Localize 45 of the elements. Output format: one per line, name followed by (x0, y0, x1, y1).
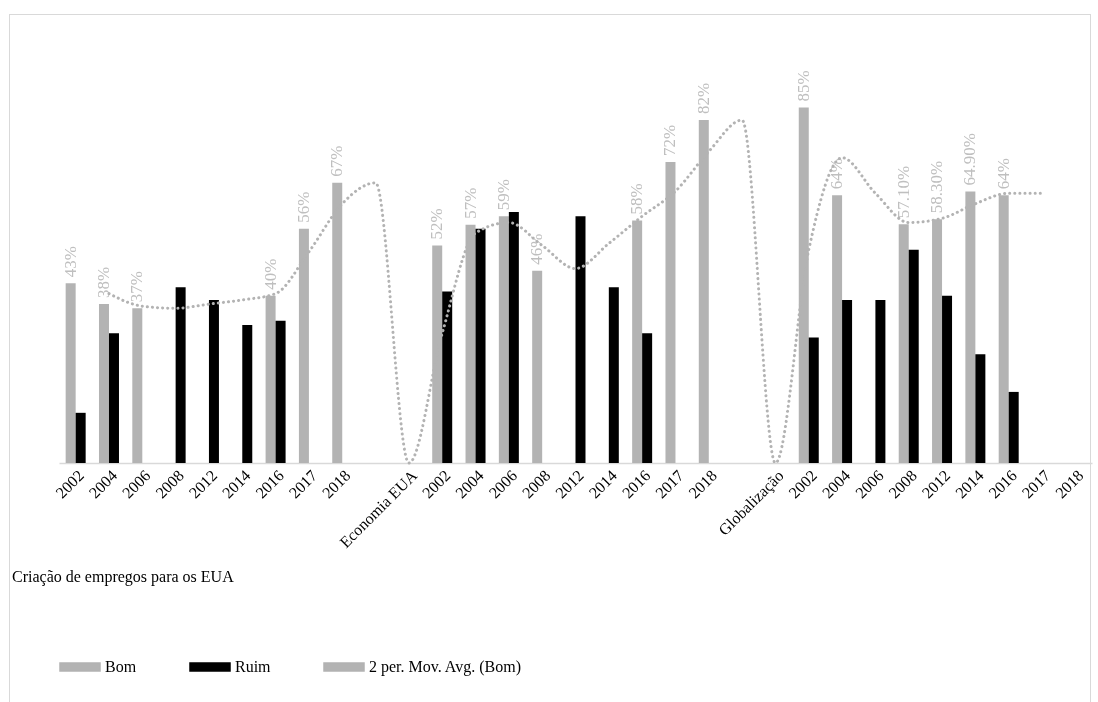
data-label: 57.10% (893, 165, 913, 219)
bar (475, 228, 486, 463)
bar (532, 270, 543, 463)
data-label: 82% (693, 82, 713, 115)
bar (275, 320, 286, 463)
bar (1008, 391, 1019, 463)
data-label: 38% (93, 266, 113, 299)
bar (832, 195, 843, 463)
data-label: 85% (793, 70, 813, 102)
bar (975, 354, 986, 463)
bar (508, 212, 519, 463)
data-label: 43% (60, 246, 80, 278)
data-label: 67% (327, 145, 347, 177)
bar (808, 337, 819, 463)
bar (608, 287, 619, 463)
bar (908, 249, 919, 463)
data-label: 58.30% (927, 160, 947, 214)
data-label: 46% (527, 233, 547, 265)
bar (65, 283, 76, 463)
data-label: 57% (460, 187, 480, 219)
bar (575, 216, 586, 463)
data-label: 37% (127, 271, 147, 303)
bar (242, 325, 253, 463)
bar (642, 333, 653, 463)
bar (942, 295, 953, 463)
bar (175, 287, 186, 463)
bar (108, 333, 119, 463)
legend-label: Ruim (235, 658, 272, 675)
bar (442, 291, 453, 463)
legend-label: Bom (105, 658, 137, 675)
data-label: 64.90% (960, 133, 980, 186)
text: Criação de empregos para os EUA (12, 568, 234, 586)
bar (98, 304, 109, 463)
bar (208, 299, 219, 463)
data-label: 59% (493, 179, 513, 211)
data-label: 72% (660, 124, 680, 156)
legend-label: 2 per. Mov. Avg. (Bom) (369, 658, 521, 676)
bar (875, 299, 886, 463)
data-label: 64% (993, 158, 1013, 190)
bar (75, 412, 86, 463)
bar (842, 299, 853, 463)
data-label: 52% (427, 208, 447, 240)
data-label: 58% (627, 183, 647, 215)
data-label: 40% (260, 258, 280, 290)
data-label: 56% (293, 191, 313, 223)
